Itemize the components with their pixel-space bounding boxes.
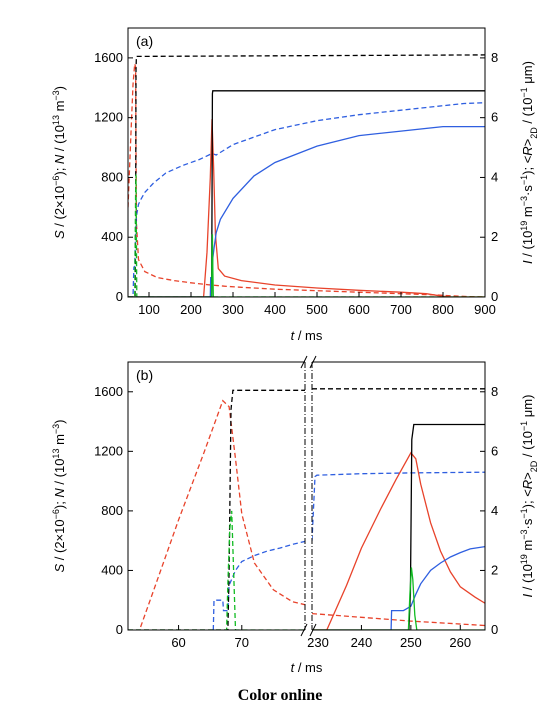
y-left-tick-label-a: 0 bbox=[116, 289, 123, 304]
series-I-dashed-left bbox=[128, 510, 305, 630]
y-axis-right-label: I / (1019 m−3·s−1); <R>2D / (10−1 μm) bbox=[519, 61, 539, 264]
x-tick-label-b: 60 bbox=[171, 635, 185, 650]
x-axis-label: t / ms bbox=[291, 328, 323, 343]
series-R-dashed bbox=[128, 54, 485, 297]
y-right-tick-label-a: 4 bbox=[491, 169, 498, 184]
panel-label-b: (b) bbox=[136, 367, 153, 383]
y-left-tick-label-b: 1600 bbox=[94, 384, 123, 399]
plot-frame-a bbox=[127, 27, 486, 298]
y-left-tick-label-b: 800 bbox=[101, 503, 123, 518]
axis-break-mark bbox=[309, 355, 317, 369]
series-S-dashed-left bbox=[139, 399, 305, 628]
x-tick-label-b: 70 bbox=[235, 635, 249, 650]
series-N-dashed bbox=[128, 102, 485, 297]
series-S-dashed-right bbox=[312, 612, 485, 627]
y-right-tick-label-a: 0 bbox=[491, 289, 498, 304]
y-right-tick-label-b: 8 bbox=[491, 384, 498, 399]
x-axis-label: t / ms bbox=[291, 660, 323, 675]
series-I-solid bbox=[128, 234, 485, 297]
y-right-tick-label-b: 2 bbox=[491, 562, 498, 577]
series-S-solid-right bbox=[312, 451, 485, 630]
series-R-dashed-left bbox=[128, 389, 305, 630]
y-left-tick-label-a: 1600 bbox=[94, 50, 123, 65]
x-tick-label-a: 600 bbox=[348, 302, 370, 317]
y-right-tick-label-a: 6 bbox=[491, 110, 498, 125]
y-right-tick-label-a: 2 bbox=[491, 229, 498, 244]
y-left-tick-label-a: 400 bbox=[101, 229, 123, 244]
series-S-solid bbox=[128, 119, 485, 297]
x-tick-label-b: 230 bbox=[307, 635, 329, 650]
x-tick-label-a: 200 bbox=[180, 302, 202, 317]
x-tick-label-a: 100 bbox=[138, 302, 160, 317]
x-tick-label-a: 400 bbox=[264, 302, 286, 317]
y-right-tick-label-b: 4 bbox=[491, 503, 498, 518]
axis-break-mark bbox=[309, 623, 317, 637]
series-S-dashed bbox=[128, 63, 485, 297]
y-left-tick-label-a: 800 bbox=[101, 169, 123, 184]
x-tick-label-b: 250 bbox=[400, 635, 422, 650]
x-tick-label-a: 500 bbox=[306, 302, 328, 317]
panel-a: 0 400 800 1200 1600 0 2 4 6 8 100 200 300 400 500 600 70… bbox=[51, 27, 539, 343]
series-N-solid-right bbox=[390, 545, 485, 630]
axis-break-mark bbox=[300, 623, 308, 637]
panel-label-a: (a) bbox=[136, 33, 153, 49]
y-left-tick-label-b: 0 bbox=[116, 622, 123, 637]
x-tick-label-b: 260 bbox=[449, 635, 471, 650]
y-right-tick-label-b: 0 bbox=[491, 622, 498, 637]
series-N-solid bbox=[128, 125, 485, 297]
series-I-solid-right bbox=[312, 567, 485, 630]
axis-break-mark bbox=[300, 355, 308, 369]
y-left-tick-label-b: 1200 bbox=[94, 443, 123, 458]
x-tick-label-b: 240 bbox=[351, 635, 373, 650]
series-N-dashed-right bbox=[312, 471, 485, 541]
x-tick-label-a: 300 bbox=[222, 302, 244, 317]
y-right-tick-label-b: 6 bbox=[491, 443, 498, 458]
series-I-dashed bbox=[128, 174, 485, 297]
y-left-tick-label-a: 1200 bbox=[94, 110, 123, 125]
y-right-tick-label-a: 8 bbox=[491, 50, 498, 65]
figure-caption: Color online bbox=[237, 687, 323, 704]
y-axis-right-label: I / (1019 m−3·s−1); <R>2D / (10−1 μm) bbox=[519, 395, 539, 598]
axis-break-gap bbox=[305, 356, 312, 636]
x-tick-label-a: 800 bbox=[432, 302, 454, 317]
series-N-dashed-left bbox=[212, 540, 305, 630]
x-tick-label-a: 700 bbox=[390, 302, 412, 317]
y-axis-left-label: S / (2×10−6); N / (1013 m−3) bbox=[51, 86, 67, 239]
y-left-tick-label-b: 400 bbox=[101, 562, 123, 577]
panel-b: 0 400 800 1200 1600 0 2 4 6 8 60 70 230 240 250 260 (b) t… bbox=[51, 355, 539, 675]
x-tick-label-a: 900 bbox=[474, 302, 496, 317]
series-R-solid-right bbox=[312, 423, 485, 630]
y-axis-left-label: S / (2×10−6); N / (1013 m−3) bbox=[51, 419, 67, 572]
series-R-solid bbox=[128, 90, 485, 297]
